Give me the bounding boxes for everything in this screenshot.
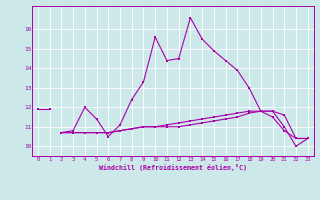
- X-axis label: Windchill (Refroidissement éolien,°C): Windchill (Refroidissement éolien,°C): [99, 164, 247, 171]
